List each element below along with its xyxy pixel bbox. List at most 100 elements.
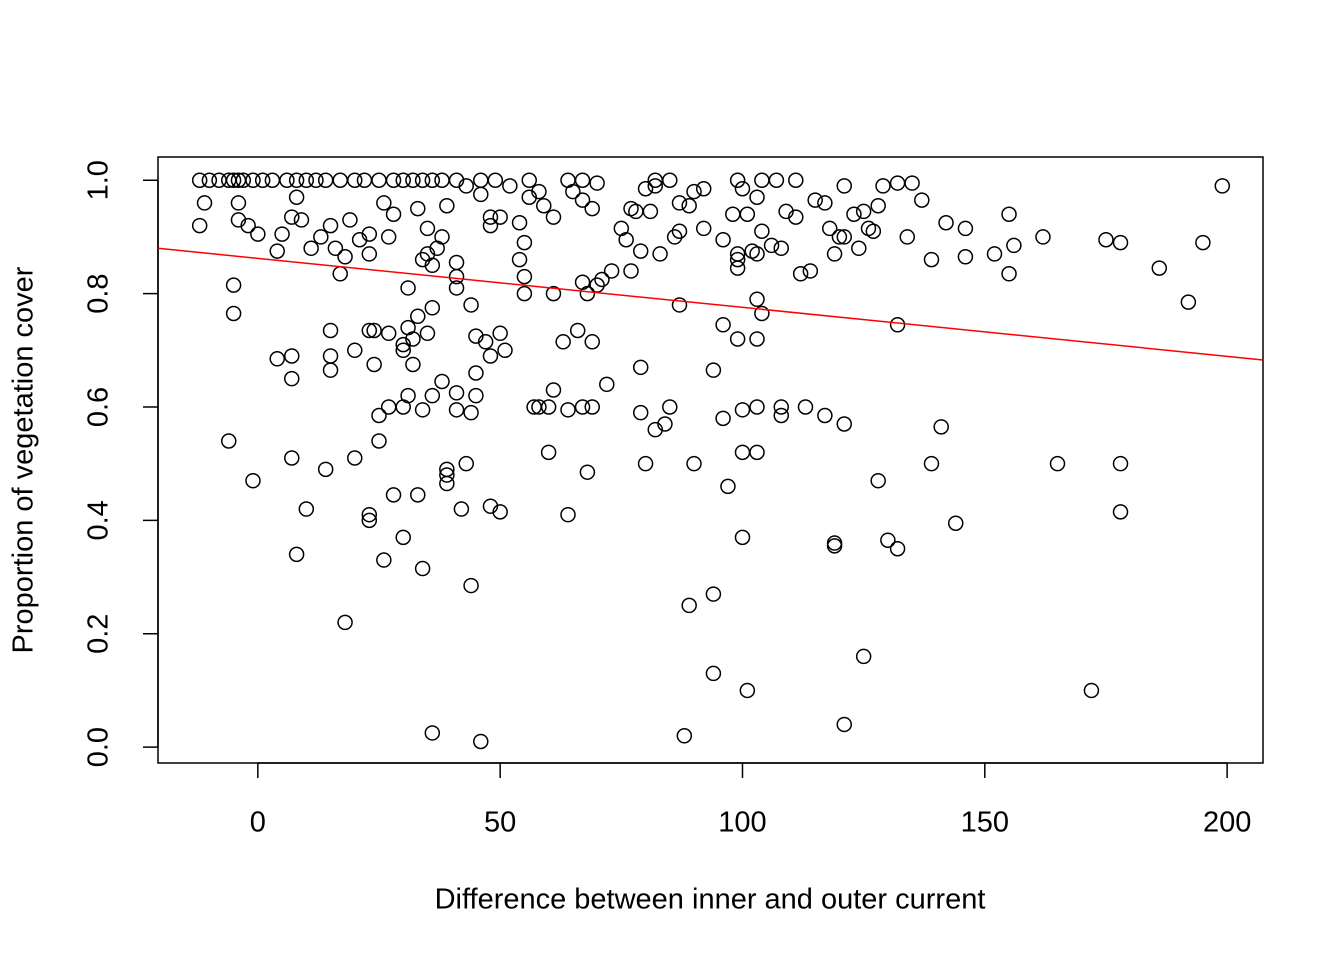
point xyxy=(889,317,906,333)
point xyxy=(904,175,920,191)
point xyxy=(473,186,489,203)
point xyxy=(671,195,688,211)
point xyxy=(773,240,790,257)
point xyxy=(623,263,639,279)
point xyxy=(729,172,746,188)
point xyxy=(749,331,765,347)
point xyxy=(405,356,421,373)
point xyxy=(947,515,964,531)
point xyxy=(414,402,431,418)
point xyxy=(463,577,479,594)
point xyxy=(385,172,402,188)
point xyxy=(628,203,644,220)
point xyxy=(632,404,649,421)
point xyxy=(473,172,489,188)
y-tick-label: 0.4 xyxy=(83,500,115,540)
point xyxy=(923,251,940,268)
point xyxy=(317,172,334,188)
point xyxy=(361,226,378,242)
point xyxy=(681,597,697,614)
point xyxy=(482,217,499,234)
point xyxy=(836,416,853,432)
point xyxy=(705,586,722,602)
point xyxy=(337,249,353,265)
point xyxy=(705,362,722,378)
point xyxy=(584,399,600,415)
point xyxy=(1083,682,1100,699)
point xyxy=(477,334,494,350)
point xyxy=(666,229,683,245)
point xyxy=(729,251,746,268)
point xyxy=(269,243,285,259)
point xyxy=(773,407,790,424)
point xyxy=(1112,234,1129,251)
point xyxy=(230,195,247,211)
point xyxy=(293,212,310,228)
trend-line xyxy=(157,247,1264,361)
point xyxy=(754,223,770,240)
point xyxy=(1112,455,1129,472)
point xyxy=(284,209,300,225)
point xyxy=(434,229,450,245)
point xyxy=(284,370,300,387)
point xyxy=(196,195,213,211)
point xyxy=(1195,234,1211,251)
point xyxy=(545,209,562,225)
point xyxy=(826,246,843,262)
point xyxy=(933,419,949,435)
point xyxy=(686,455,702,472)
point xyxy=(380,399,397,415)
point xyxy=(545,382,562,398)
point xyxy=(366,356,382,373)
x-tick-label: 100 xyxy=(718,807,766,839)
point xyxy=(380,229,397,245)
point xyxy=(599,376,615,393)
plot-box xyxy=(157,156,1264,764)
point xyxy=(749,444,765,461)
point xyxy=(327,240,344,257)
point xyxy=(662,172,678,188)
point xyxy=(836,178,853,194)
point xyxy=(347,450,363,466)
point xyxy=(492,209,508,225)
point xyxy=(1214,178,1231,194)
point xyxy=(754,172,770,188)
point xyxy=(269,351,285,367)
point xyxy=(424,172,441,188)
point xyxy=(875,178,891,194)
point xyxy=(589,175,605,191)
point xyxy=(807,192,823,208)
point xyxy=(274,226,290,242)
point xyxy=(870,472,886,489)
point xyxy=(448,385,465,401)
point xyxy=(836,716,853,733)
point xyxy=(468,387,484,404)
point xyxy=(817,195,833,211)
point xyxy=(424,387,441,404)
y-tick-label: 0.6 xyxy=(83,387,115,427)
point xyxy=(821,220,838,237)
point xyxy=(361,506,378,523)
point xyxy=(322,362,339,378)
point xyxy=(434,373,450,390)
point xyxy=(540,399,557,415)
point xyxy=(521,172,537,188)
point xyxy=(492,504,508,520)
point xyxy=(303,240,319,257)
point xyxy=(855,648,872,665)
point xyxy=(376,552,392,568)
point xyxy=(288,189,305,205)
point xyxy=(1098,232,1114,248)
point xyxy=(855,203,872,220)
point xyxy=(405,331,421,347)
point xyxy=(662,399,678,415)
point xyxy=(288,546,305,563)
point xyxy=(414,172,431,188)
point xyxy=(788,209,804,225)
y-tick-label: 0.0 xyxy=(83,727,115,767)
point xyxy=(322,217,339,234)
point xyxy=(957,220,974,237)
point xyxy=(225,277,242,293)
point xyxy=(279,172,295,188)
point xyxy=(458,455,474,472)
